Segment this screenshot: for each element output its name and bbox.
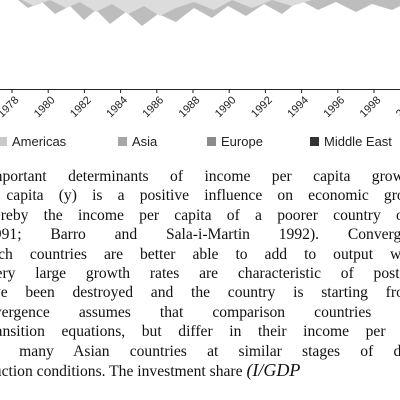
x-tick-label: 1998 bbox=[358, 94, 384, 120]
text-line-7: ave been destroyed and the country is st… bbox=[0, 284, 400, 302]
investment-share-formula: (I/GDP bbox=[246, 359, 301, 380]
legend-item-americas: Americas bbox=[0, 134, 66, 149]
text-line-8: nvergence assumes that comparison countr… bbox=[0, 303, 400, 321]
text-line-3: hereby the income per capita of a poorer… bbox=[0, 206, 400, 224]
area-chart bbox=[0, 0, 400, 93]
body-paragraph: important determinants of income per cap… bbox=[0, 167, 400, 380]
legend-label-americas: Americas bbox=[12, 134, 67, 149]
x-tick-label: 1996 bbox=[321, 94, 347, 120]
legend-label-asia: Asia bbox=[132, 134, 158, 149]
text-line-1: important determinants of income per cap… bbox=[0, 168, 400, 185]
chart-legend: Americas Asia Europe Middle East bbox=[0, 134, 400, 152]
area-series-top bbox=[0, 0, 400, 26]
text-line-6: Very large growth rates are characterist… bbox=[0, 264, 400, 282]
legend-label-europe: Europe bbox=[221, 134, 263, 149]
legend-label-middle-east: Middle East bbox=[324, 134, 392, 149]
x-tick-label: 1978 bbox=[0, 94, 21, 120]
x-tick-label: 1984 bbox=[104, 94, 130, 120]
x-tick-label: 1986 bbox=[140, 94, 166, 120]
text-line-4: 1991; Barro and Sala-i-Martin 1992). Con… bbox=[0, 226, 400, 244]
legend-item-middle-east: Middle East bbox=[310, 134, 392, 149]
legend-swatch-asia bbox=[118, 137, 127, 146]
legend-swatch-europe bbox=[207, 137, 216, 146]
x-tick-label: 1980 bbox=[32, 94, 58, 120]
legend-item-europe: Europe bbox=[207, 134, 263, 149]
text-line-10: or many Asian countries at similar stage… bbox=[0, 342, 400, 360]
text-line-11-words: duction conditions. The investment share bbox=[0, 362, 243, 380]
x-axis-labels: 1978 1980 1982 1984 1986 1988 1990 1992 1994 1996… bbox=[0, 94, 400, 120]
legend-item-asia: Asia bbox=[118, 134, 157, 149]
text-line-2: r capita (y) is a positive influence on … bbox=[0, 187, 400, 205]
x-tick-label: 1992 bbox=[249, 94, 275, 120]
legend-swatch-middle-east bbox=[310, 137, 319, 146]
text-line-11: duction conditions. The investment share… bbox=[0, 359, 400, 380]
x-axis-ticks bbox=[11, 89, 375, 93]
x-tick-label: 1982 bbox=[68, 94, 94, 120]
area-band-light bbox=[0, 0, 400, 16]
text-line-5: hich countries are better able to add to… bbox=[0, 245, 400, 263]
x-tick-label: 200 bbox=[394, 99, 400, 120]
x-tick-label: 1990 bbox=[213, 94, 239, 120]
x-tick-label: 1988 bbox=[177, 94, 203, 120]
text-line-9: transition equations, but differ in thei… bbox=[0, 323, 400, 341]
x-tick-label: 1994 bbox=[285, 94, 311, 120]
legend-swatch-americas bbox=[0, 137, 7, 146]
